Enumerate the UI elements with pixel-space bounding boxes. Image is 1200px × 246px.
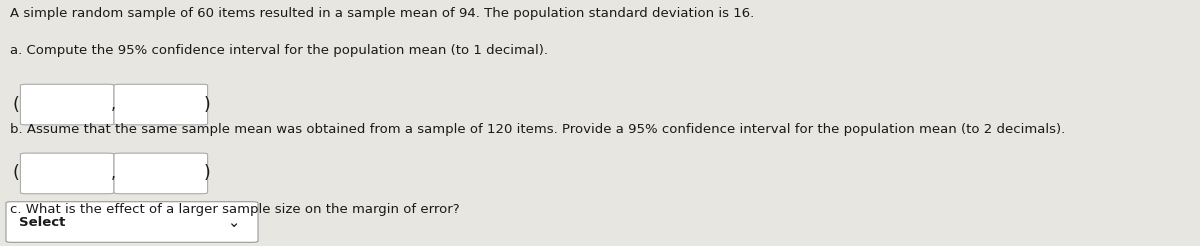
- Text: ): ): [204, 164, 211, 183]
- FancyBboxPatch shape: [114, 153, 208, 194]
- Text: b. Assume that the same sample mean was obtained from a sample of 120 items. Pro: b. Assume that the same sample mean was …: [10, 123, 1064, 136]
- Text: ,: ,: [110, 97, 115, 112]
- Text: a. Compute the 95% confidence interval for the population mean (to 1 decimal).: a. Compute the 95% confidence interval f…: [10, 44, 547, 57]
- Text: Select: Select: [19, 215, 66, 229]
- Text: A simple random sample of 60 items resulted in a sample mean of 94. The populati: A simple random sample of 60 items resul…: [10, 7, 754, 20]
- Text: (: (: [12, 95, 19, 114]
- Text: ⌄: ⌄: [228, 215, 240, 230]
- FancyBboxPatch shape: [20, 84, 114, 125]
- FancyBboxPatch shape: [20, 153, 114, 194]
- Text: (: (: [12, 164, 19, 183]
- FancyBboxPatch shape: [6, 202, 258, 242]
- FancyBboxPatch shape: [114, 84, 208, 125]
- Text: ): ): [204, 95, 211, 114]
- Text: c. What is the effect of a larger sample size on the margin of error?: c. What is the effect of a larger sample…: [10, 203, 460, 216]
- Text: ,: ,: [110, 166, 115, 181]
